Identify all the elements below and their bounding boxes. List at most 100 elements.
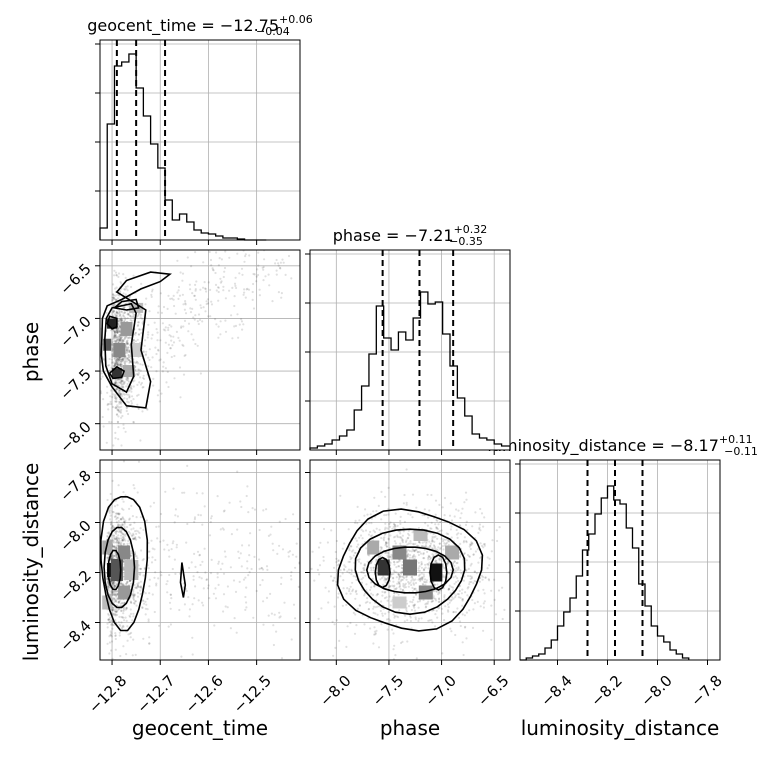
- scatter-point: [427, 567, 430, 570]
- scatter-point: [423, 568, 426, 572]
- scatter-point: [116, 421, 120, 424]
- scatter-point: [434, 597, 437, 600]
- scatter-point: [106, 585, 109, 588]
- scatter-point: [483, 542, 486, 546]
- scatter-point: [230, 314, 233, 317]
- scatter-point: [406, 555, 409, 558]
- scatter-point: [222, 289, 225, 292]
- scatter-point: [107, 586, 110, 590]
- scatter-point: [107, 408, 110, 411]
- scatter-point: [173, 558, 176, 561]
- scatter-point: [144, 613, 147, 616]
- scatter-point: [114, 287, 117, 290]
- scatter-point: [421, 577, 424, 580]
- scatter-point: [389, 534, 392, 537]
- scatter-point: [114, 589, 117, 593]
- scatter-point: [470, 543, 473, 547]
- scatter-point: [447, 540, 450, 543]
- scatter-point: [157, 525, 160, 528]
- scatter-point: [114, 537, 117, 541]
- scatter-point: [435, 609, 438, 612]
- scatter-point: [119, 582, 122, 585]
- scatter-point: [345, 592, 348, 595]
- scatter-point: [244, 595, 247, 599]
- scatter-point: [391, 628, 394, 631]
- scatter-point: [465, 540, 468, 543]
- scatter-point: [243, 260, 246, 263]
- scatter-point: [158, 359, 161, 362]
- scatter-point: [421, 577, 424, 580]
- scatter-point: [115, 516, 118, 519]
- scatter-point: [134, 653, 137, 657]
- scatter-point: [116, 330, 119, 333]
- scatter-point: [134, 600, 137, 603]
- scatter-point: [405, 468, 408, 471]
- scatter-point: [367, 607, 371, 611]
- scatter-point: [135, 604, 138, 607]
- scatter-point: [202, 261, 205, 264]
- scatter-point: [444, 605, 447, 608]
- scatter-point: [117, 408, 120, 411]
- scatter-point: [106, 578, 109, 581]
- scatter-point: [117, 519, 120, 523]
- scatter-point: [217, 325, 220, 328]
- scatter-point: [394, 535, 397, 538]
- scatter-point: [405, 501, 408, 504]
- scatter-point: [110, 649, 113, 652]
- scatter-point: [170, 355, 173, 359]
- scatter-point: [110, 520, 113, 524]
- scatter-point: [111, 592, 114, 595]
- scatter-point: [138, 586, 141, 589]
- scatter-point: [126, 581, 129, 584]
- scatter-point: [127, 376, 130, 380]
- scatter-point: [117, 601, 120, 604]
- scatter-point: [115, 546, 118, 549]
- scatter-point: [360, 571, 363, 574]
- scatter-point: [252, 282, 255, 286]
- x-tick-label: −7.8: [687, 672, 725, 710]
- scatter-point: [265, 596, 269, 600]
- scatter-point: [148, 636, 151, 639]
- scatter-point: [383, 536, 386, 539]
- scatter-point: [137, 323, 140, 327]
- scatter-point: [109, 634, 112, 637]
- scatter-point: [116, 413, 119, 416]
- scatter-point: [111, 311, 115, 314]
- scatter-point: [228, 256, 231, 259]
- scatter-point: [128, 579, 131, 582]
- scatter-point: [120, 364, 123, 367]
- scatter-point: [167, 328, 170, 332]
- scatter-point: [483, 600, 486, 603]
- scatter-point: [120, 360, 123, 363]
- scatter-point: [246, 560, 249, 563]
- scatter-point: [116, 330, 119, 333]
- scatter-point: [477, 531, 480, 535]
- scatter-point: [130, 528, 133, 531]
- scatter-point: [326, 541, 329, 544]
- scatter-point: [132, 274, 135, 277]
- scatter-point: [240, 320, 244, 323]
- scatter-point: [455, 562, 458, 565]
- scatter-point: [112, 592, 115, 596]
- scatter-point: [413, 587, 416, 590]
- scatter-point: [278, 611, 281, 614]
- scatter-point: [242, 323, 245, 326]
- scatter-point: [113, 333, 116, 337]
- scatter-point: [259, 583, 262, 587]
- scatter-point: [118, 528, 121, 531]
- scatter-point: [376, 593, 379, 596]
- scatter-point: [106, 578, 109, 581]
- scatter-point: [413, 603, 416, 607]
- scatter-point: [118, 623, 121, 626]
- scatter-point: [412, 604, 416, 608]
- scatter-point: [393, 523, 397, 526]
- scatter-point: [115, 600, 118, 604]
- scatter-point: [384, 542, 388, 545]
- scatter-point: [126, 351, 129, 354]
- scatter-point: [120, 303, 123, 306]
- scatter-point: [134, 537, 137, 540]
- scatter-point: [394, 588, 398, 591]
- scatter-point: [352, 549, 355, 552]
- scatter-point: [240, 505, 243, 509]
- scatter-point: [383, 577, 386, 580]
